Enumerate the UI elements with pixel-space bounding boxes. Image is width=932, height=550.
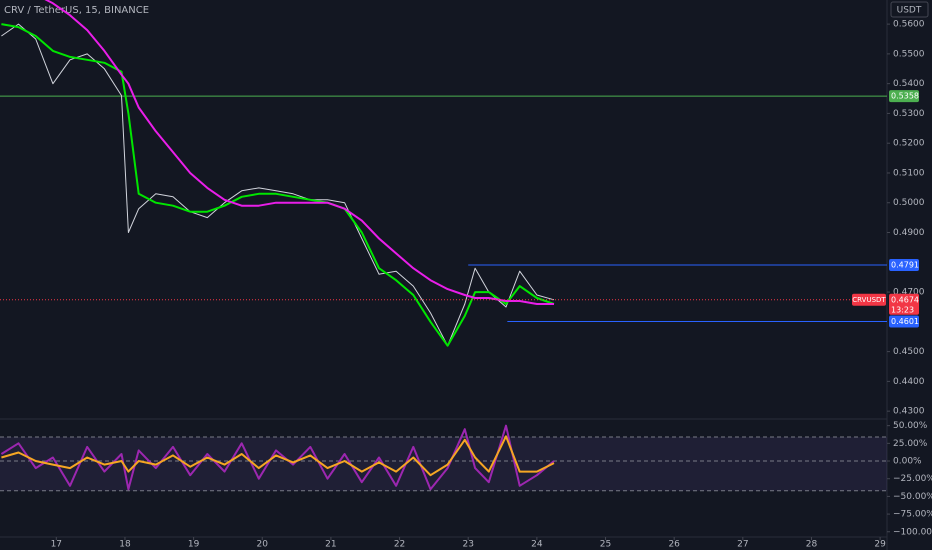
series-line (1, 23, 555, 347)
x-tick-label: 27 (737, 540, 748, 550)
series-line (0, 424, 555, 491)
y-tick-label: 0.5400 (893, 79, 925, 89)
y-tick-label: 0.5600 (893, 20, 925, 30)
currency[interactable]: USDT (897, 6, 922, 16)
y-tick-label: 50.00% (893, 421, 928, 431)
y-tick-label: −50.00% (893, 492, 932, 502)
y-tick-label: 0.4300 (893, 407, 925, 417)
y-tick-label: 0.4500 (893, 347, 925, 357)
last-label: 0.4674 (891, 295, 919, 304)
y-tick-label: 0.00% (893, 457, 922, 467)
symbol-tag (852, 293, 886, 306)
level-tag (889, 315, 919, 328)
series-line (1, 23, 555, 347)
y-tick-label: 0.5000 (893, 198, 925, 208)
level-tag (889, 90, 919, 103)
x-tick-label: 20 (257, 540, 269, 550)
countdown: 13:23 (891, 305, 914, 314)
x-tick-label: 17 (51, 540, 62, 550)
last-tag (889, 293, 919, 315)
level-tag (889, 258, 919, 271)
x-tick-label: 18 (119, 540, 131, 550)
y-tick-label: 0.5200 (893, 139, 925, 149)
currency-box[interactable] (890, 1, 929, 18)
x-tick-label: 26 (668, 540, 680, 550)
pane (0, 424, 887, 492)
x-tick-label: 28 (806, 540, 818, 550)
level-label: 0.4601 (891, 317, 919, 326)
y-tick-label: −100.00% (893, 527, 932, 537)
x-tick-label: 24 (531, 540, 543, 550)
x-tick-label: 29 (874, 540, 886, 550)
y-tick-label: 0.5300 (893, 109, 925, 119)
series-line (1, 435, 555, 477)
y-tick-label: −75.00% (893, 510, 932, 520)
x-tick-label: 25 (600, 540, 611, 550)
chart-title: CRV / TetherUS, 15, BINANCE (4, 5, 149, 16)
y-tick-label: −25.00% (893, 474, 932, 484)
x-tick-label: 21 (325, 540, 336, 550)
x-tick-label: 19 (188, 540, 200, 550)
y-tick-label: 0.4900 (893, 228, 925, 238)
band-fill (0, 436, 887, 491)
y-tick-label: 0.4700 (893, 288, 925, 298)
symbol-label: CRVUSDT (852, 296, 886, 304)
level-label: 0.5358 (891, 92, 919, 101)
y-tick-label: 0.4400 (893, 377, 925, 387)
series-line (44, 0, 554, 305)
pane (0, 0, 887, 347)
x-tick-label: 22 (394, 540, 405, 550)
level-label: 0.4791 (891, 260, 919, 269)
y-tick-label: 0.5500 (893, 49, 925, 59)
x-tick-label: 23 (462, 540, 473, 550)
y-tick-label: 0.5100 (893, 168, 925, 178)
y-tick-label: 25.00% (893, 439, 928, 449)
